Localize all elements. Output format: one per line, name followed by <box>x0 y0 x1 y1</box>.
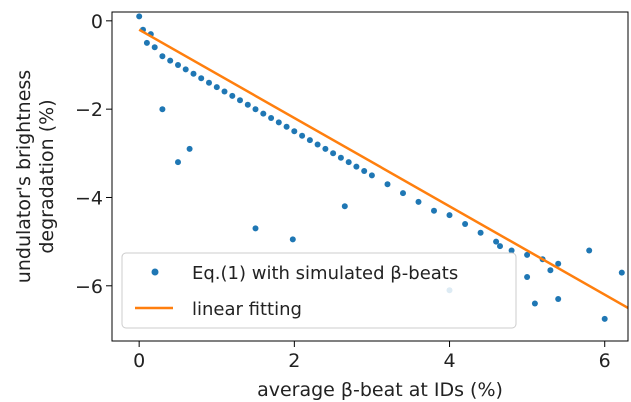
scatter-point <box>477 229 484 236</box>
y-axis-ticks: 0 −2 −4 −6 <box>75 11 112 298</box>
x-axis-ticks: 0 2 4 6 <box>133 341 611 372</box>
scatter-point <box>275 119 282 126</box>
scatter-point <box>143 39 150 46</box>
scatter-point <box>493 238 500 245</box>
scatter-point <box>384 181 391 188</box>
legend-label-line: linear fitting <box>192 299 302 320</box>
scatter-point <box>159 53 166 60</box>
scatter-point <box>151 44 158 51</box>
scatter-point <box>353 163 360 170</box>
y-tick-label: 0 <box>91 11 103 33</box>
scatter-point <box>175 159 181 166</box>
scatter-point <box>497 243 503 250</box>
scatter-point <box>330 150 337 157</box>
scatter-point <box>244 101 251 108</box>
x-tick-label: 6 <box>599 350 611 372</box>
scatter-point <box>306 137 313 144</box>
scatter-point <box>198 75 205 82</box>
scatter-point <box>252 106 259 113</box>
scatter-point <box>299 132 306 139</box>
scatter-point <box>182 66 189 73</box>
y-axis-label: undulator's brightness degradation (%) <box>13 70 58 283</box>
linear-fit-line <box>138 28 628 309</box>
scatter-point <box>524 274 531 280</box>
scatter-point <box>618 269 625 276</box>
scatter-point <box>252 225 259 232</box>
legend-box <box>121 252 517 329</box>
scatter-point <box>289 236 296 243</box>
scatter-point <box>283 123 290 130</box>
x-tick-label: 4 <box>443 350 455 372</box>
y-tick-label: −4 <box>75 187 103 209</box>
y-axis-label-line: degradation (%) <box>36 99 58 253</box>
scatter-point <box>531 300 538 307</box>
scatter-point <box>431 207 437 214</box>
scatter-point <box>167 57 174 64</box>
x-tick-label: 2 <box>288 350 300 372</box>
scatter-point <box>190 70 197 77</box>
y-axis-label-line: undulator's brightness <box>13 70 35 283</box>
plot-frame <box>111 11 629 342</box>
scatter-point <box>322 145 329 152</box>
scatter-point <box>524 251 531 258</box>
legend-scatter-marker <box>151 268 159 276</box>
y-tick-label: −2 <box>75 99 103 121</box>
fit-line-group <box>138 28 628 309</box>
scatter-point <box>186 145 193 152</box>
scatter-point <box>415 198 422 205</box>
scatter-point <box>136 13 143 20</box>
scatter-point <box>260 110 267 117</box>
scatter-point <box>341 203 348 210</box>
legend: Eq.(1) with simulated β-beats linear fitt… <box>121 252 517 329</box>
scatter-point <box>337 154 344 161</box>
scatter-points <box>136 13 625 322</box>
scatter-point <box>175 62 181 68</box>
scatter-point <box>555 260 562 267</box>
scatter-point <box>446 212 453 219</box>
scatter-point <box>213 84 220 91</box>
scatter-point <box>462 221 469 227</box>
scatter-point <box>361 168 368 174</box>
scatter-point <box>508 247 515 254</box>
x-tick-label: 0 <box>133 350 145 372</box>
scatter-point <box>368 172 375 179</box>
scatter-point <box>237 97 243 104</box>
scatter-point <box>555 296 562 302</box>
scatter-point <box>229 92 236 99</box>
scatter-point <box>345 159 352 166</box>
x-axis-label: average β-beat at IDs (%) <box>257 379 503 401</box>
scatter-point <box>601 315 608 322</box>
scatter-point <box>268 115 275 121</box>
legend-label-scatter: Eq.(1) with simulated β-beats <box>192 263 458 284</box>
scatter-point <box>547 267 554 274</box>
scatter-point <box>400 190 406 197</box>
y-tick-label: −6 <box>75 276 103 298</box>
scatter-point <box>291 128 298 135</box>
scatter-point <box>314 141 321 148</box>
scatter-point <box>206 79 212 86</box>
scatter-point <box>586 247 593 254</box>
scatter-point <box>159 106 166 113</box>
scatter-point <box>221 88 228 95</box>
